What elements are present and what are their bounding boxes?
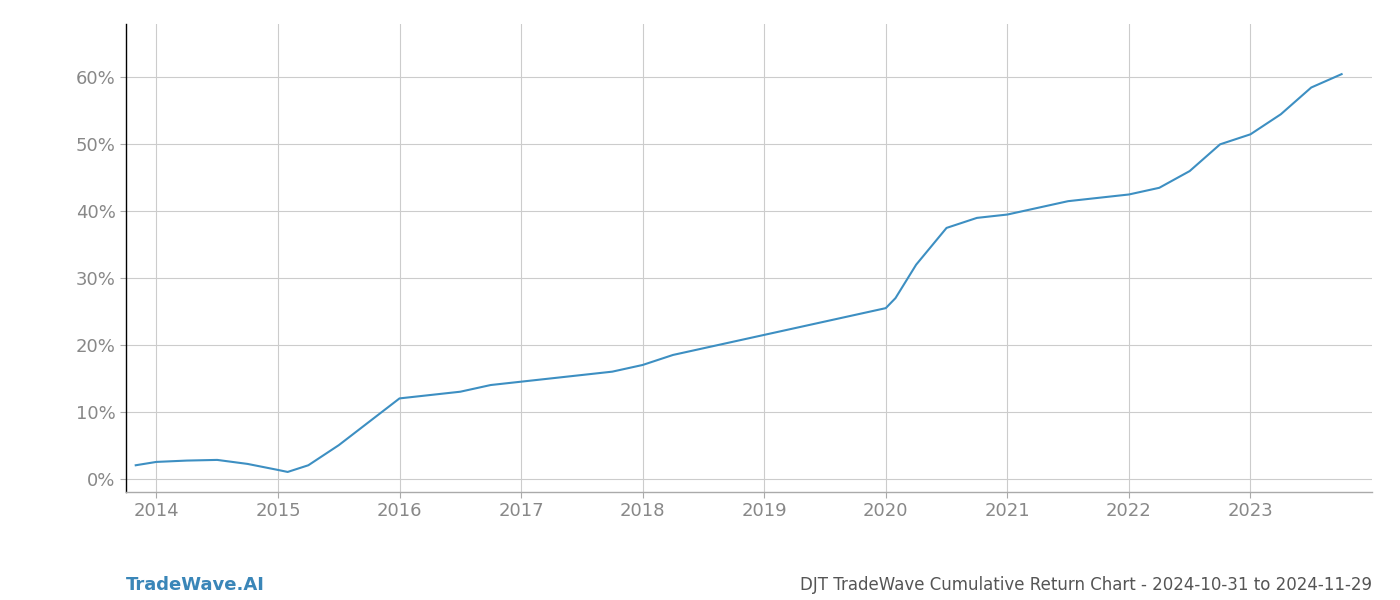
Text: TradeWave.AI: TradeWave.AI (126, 576, 265, 594)
Text: DJT TradeWave Cumulative Return Chart - 2024-10-31 to 2024-11-29: DJT TradeWave Cumulative Return Chart - … (799, 576, 1372, 594)
